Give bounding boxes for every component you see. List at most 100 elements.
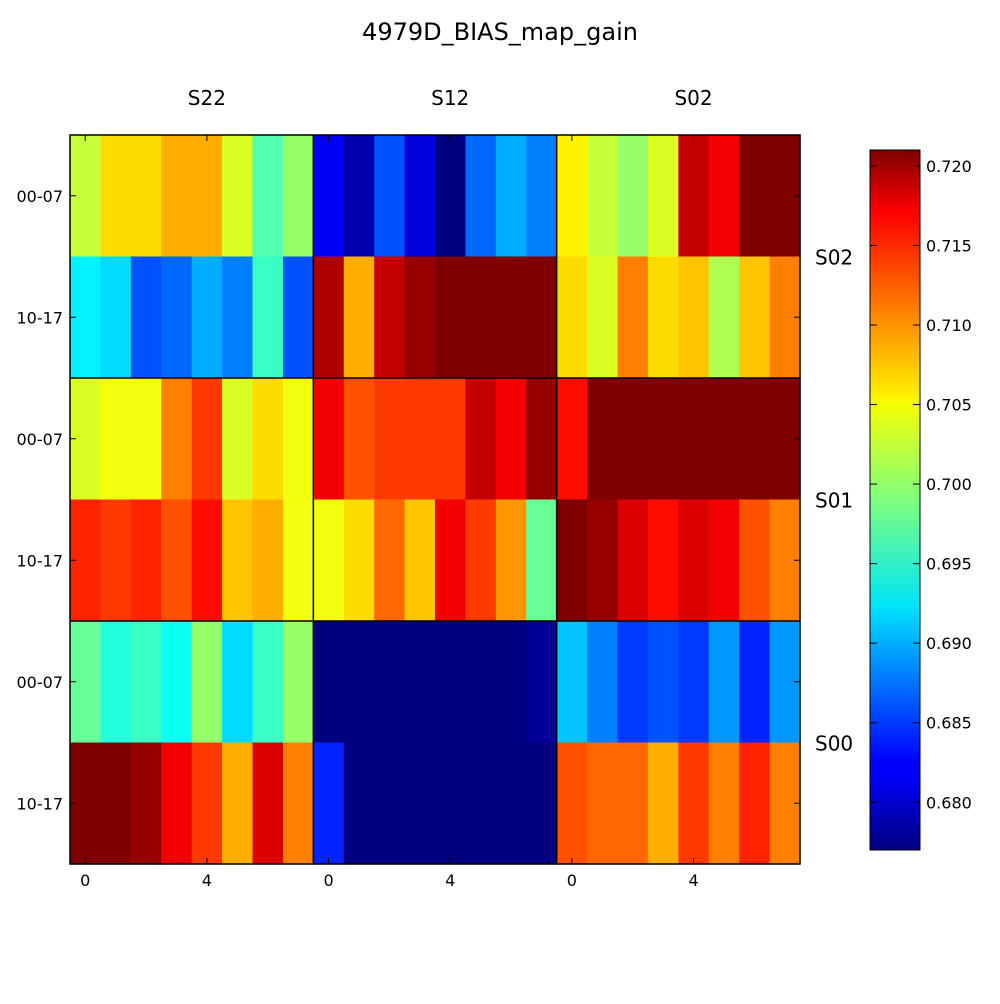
heatmap-cell <box>282 621 314 744</box>
heatmap-cell <box>191 256 223 379</box>
heatmap-cell <box>343 742 375 865</box>
heatmap-cell <box>100 256 132 379</box>
row-label: 10-17 <box>17 308 64 327</box>
heatmap-cell <box>495 378 527 501</box>
heatmap-cell <box>617 135 649 258</box>
heatmap-cell <box>587 256 619 379</box>
heatmap-cell <box>465 621 497 744</box>
heatmap-cell <box>435 742 467 865</box>
heatmap-cell <box>130 135 162 258</box>
heatmap-cell <box>556 621 588 744</box>
heatmap-cell <box>343 499 375 622</box>
heatmap-cell <box>526 742 558 865</box>
colorbar-tick-label: 0.685 <box>926 714 972 733</box>
heatmap-cell <box>678 621 710 744</box>
heatmap-cell <box>587 378 619 501</box>
heatmap-cell <box>100 378 132 501</box>
heatmap-cell <box>282 742 314 865</box>
heatmap-cell <box>465 135 497 258</box>
heatmap-cell <box>374 135 406 258</box>
heatmap-cell <box>191 742 223 865</box>
colorbar-tick-label: 0.695 <box>926 555 972 574</box>
heatmap-cell <box>404 256 436 379</box>
x-tick-label: 0 <box>323 871 333 890</box>
row-label: 00-07 <box>17 187 64 206</box>
panel-borders <box>69 134 801 865</box>
heatmap-cell <box>678 499 710 622</box>
heatmap-cell <box>495 742 527 865</box>
heatmap-cell <box>495 135 527 258</box>
heatmap-cell <box>708 621 740 744</box>
heatmap-cell <box>435 135 467 258</box>
heatmap-cell <box>343 135 375 258</box>
heatmap-cell <box>556 135 588 258</box>
heatmap-cell <box>739 742 771 865</box>
heatmap-cell <box>222 621 254 744</box>
column-group-label: S12 <box>431 86 469 110</box>
heatmap-cell <box>617 378 649 501</box>
row-label: 10-17 <box>17 551 64 570</box>
heatmap-cell <box>161 742 193 865</box>
heatmap-cell <box>343 378 375 501</box>
heatmap-cell <box>252 499 284 622</box>
heatmap-cell <box>435 256 467 379</box>
heatmap-cell <box>647 135 679 258</box>
heatmap-cell <box>708 499 740 622</box>
heatmap-cell <box>465 742 497 865</box>
heatmap-cell <box>313 135 345 258</box>
heatmap-cell <box>222 256 254 379</box>
heatmap-cell <box>130 256 162 379</box>
heatmap-cell <box>556 499 588 622</box>
heatmap-cell <box>374 256 406 379</box>
colorbar-tick-label: 0.720 <box>926 157 972 176</box>
heatmap-cell <box>739 256 771 379</box>
heatmap-cell <box>647 256 679 379</box>
heatmap-cell <box>252 378 284 501</box>
heatmap-cell <box>404 378 436 501</box>
heatmap-cell <box>435 621 467 744</box>
heatmap-cell <box>130 378 162 501</box>
heatmap-cell <box>313 256 345 379</box>
x-tick-label: 0 <box>80 871 90 890</box>
heatmap-cell <box>313 621 345 744</box>
heatmap-cell <box>404 742 436 865</box>
heatmap-cell <box>465 256 497 379</box>
heatmap-cell <box>678 742 710 865</box>
colorbar-tick-label: 0.700 <box>926 475 972 494</box>
heatmap-cell <box>647 499 679 622</box>
heatmap-cell <box>526 621 558 744</box>
heatmap-cell <box>404 499 436 622</box>
heatmap-cell <box>526 135 558 258</box>
heatmap-cell <box>100 499 132 622</box>
chart-title: 4979D_BIAS_map_gain <box>362 18 638 46</box>
heatmap-cell <box>191 499 223 622</box>
heatmap-cell <box>617 499 649 622</box>
row-group-label: S00 <box>815 732 853 756</box>
heatmap-cell <box>313 742 345 865</box>
heatmap-cell <box>587 742 619 865</box>
row-label: 10-17 <box>17 794 64 813</box>
heatmap-cell <box>587 499 619 622</box>
colorbar-tick-label: 0.680 <box>926 793 972 812</box>
heatmap-cell <box>708 256 740 379</box>
colorbar-tick-label: 0.710 <box>926 316 972 335</box>
heatmap-cell <box>617 621 649 744</box>
x-tick-label: 4 <box>202 871 212 890</box>
heatmap-cell <box>191 135 223 258</box>
heatmap-cell <box>191 378 223 501</box>
heatmap-cell <box>100 742 132 865</box>
x-tick-label: 4 <box>688 871 698 890</box>
heatmap-cell <box>556 378 588 501</box>
heatmap-cell <box>222 378 254 501</box>
colorbar-tick-label: 0.705 <box>926 396 972 415</box>
row-label: 00-07 <box>17 430 64 449</box>
heatmap-cell <box>161 135 193 258</box>
heatmap-cell <box>374 499 406 622</box>
heatmap-cell <box>404 621 436 744</box>
heatmap-cell <box>556 742 588 865</box>
heatmap-cell <box>617 742 649 865</box>
heatmap-cell <box>495 621 527 744</box>
heatmap-cell <box>647 742 679 865</box>
